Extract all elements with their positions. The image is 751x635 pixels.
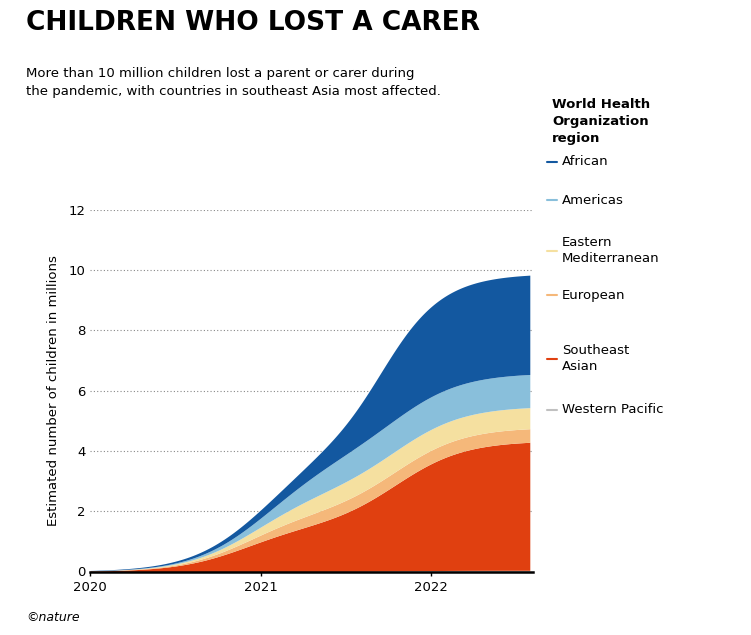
Text: ©nature: ©nature bbox=[26, 611, 80, 624]
Text: World Health
Organization
region: World Health Organization region bbox=[552, 98, 650, 145]
Text: Americas: Americas bbox=[562, 194, 623, 206]
Text: Southeast
Asian: Southeast Asian bbox=[562, 344, 629, 373]
Text: Western Pacific: Western Pacific bbox=[562, 403, 663, 416]
Y-axis label: Estimated number of children in millions: Estimated number of children in millions bbox=[47, 255, 60, 526]
Text: European: European bbox=[562, 289, 626, 302]
Text: Eastern
Mediterranean: Eastern Mediterranean bbox=[562, 236, 659, 265]
Text: More than 10 million children lost a parent or carer during
the pandemic, with c: More than 10 million children lost a par… bbox=[26, 67, 441, 98]
Text: African: African bbox=[562, 156, 608, 168]
Text: CHILDREN WHO LOST A CARER: CHILDREN WHO LOST A CARER bbox=[26, 10, 481, 36]
